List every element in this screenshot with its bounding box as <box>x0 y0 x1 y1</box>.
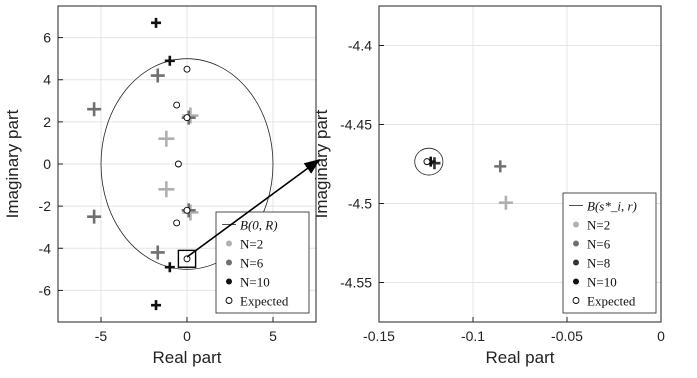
y-tick-label: 2 <box>43 114 51 130</box>
legend-marker-expected <box>225 297 233 304</box>
expected-point <box>173 101 181 109</box>
y-tick-label: -2 <box>39 198 52 214</box>
data-point-n10 <box>164 55 175 66</box>
data-point-n6 <box>87 102 102 117</box>
legend-marker-n10 <box>226 278 232 285</box>
y-tick-label: -6 <box>39 282 52 298</box>
y-tick-label: -4 <box>39 240 52 256</box>
expected-point <box>173 219 181 227</box>
x-tick-label: 0 <box>183 328 191 344</box>
plot-frame <box>378 5 662 323</box>
y-tick-label: 6 <box>43 30 51 46</box>
left-panel: -5 0 5 -6 -4 -2 0 2 4 6 Real part Imaginary part B(0… <box>3 5 317 367</box>
x-tick-label: -5 <box>95 328 108 344</box>
data-point-n10 <box>151 17 162 28</box>
legend-marker-expected <box>572 297 580 304</box>
legend-entry: Expected <box>587 294 636 309</box>
zoom-box <box>177 249 197 268</box>
ball-boundary <box>100 58 274 270</box>
x-tick-label: -0.1 <box>461 328 485 344</box>
zoom-arrow <box>186 159 321 258</box>
x-axis-label: Real part <box>486 348 555 367</box>
y-axis-label: Imaginary part <box>3 109 22 218</box>
data-point-n6 <box>150 245 165 260</box>
data-point-n6 <box>87 209 102 224</box>
legend-marker-n6 <box>226 259 232 266</box>
expected-point <box>183 65 191 73</box>
legend-box <box>562 192 657 314</box>
expected-point <box>183 255 191 263</box>
expected-point <box>183 206 191 214</box>
y-tick-label: -4.5 <box>348 196 372 212</box>
data-point-n6 <box>150 68 165 83</box>
x-tick-label: 5 <box>269 328 277 344</box>
x-tick-label: 0 <box>657 328 665 344</box>
legend-marker-n6 <box>573 240 579 247</box>
y-tick-label: 4 <box>43 72 51 88</box>
data-point-n6 <box>494 160 507 173</box>
ball-boundary <box>414 147 444 176</box>
legend: B(0, R) N=2 N=6 N=10 Expected <box>215 211 310 314</box>
legend-entry: N=10 <box>240 275 270 290</box>
data-point-n2 <box>498 195 513 210</box>
right-panel: -0.15 -0.1 -0.05 0 -4.55 -4.5 -4.45 -4.4 Real pa… <box>312 5 665 367</box>
legend-marker-n8 <box>573 259 579 266</box>
legend-entry: N=6 <box>240 256 264 271</box>
legend: B(s*_i, r) N=2 N=6 N=8 N=10 Expected <box>562 192 657 314</box>
legend-marker-n2 <box>226 240 232 247</box>
legend-entry: N=6 <box>587 237 611 252</box>
expected-point <box>174 160 182 168</box>
x-axis-label: Real part <box>153 348 222 367</box>
y-tick-label: 0 <box>43 156 51 172</box>
legend-entry: N=10 <box>587 275 617 290</box>
y-tick-label: -4.55 <box>340 275 372 291</box>
y-tick-label: -4.45 <box>340 117 372 133</box>
legend-marker-n2 <box>573 221 579 228</box>
legend-entry: N=8 <box>587 256 610 271</box>
legend-title: B(s*_i, r) <box>587 199 637 214</box>
expected-point <box>183 114 191 122</box>
data-point-n10 <box>164 262 175 273</box>
legend-marker-n10 <box>573 278 579 285</box>
legend-title: B(0, R) <box>240 218 278 233</box>
x-tick-label: -0.15 <box>363 328 395 344</box>
y-axis-label: Imaginary part <box>312 109 331 218</box>
legend-entry: Expected <box>240 294 289 309</box>
y-tick-label: -4.4 <box>348 38 372 54</box>
x-tick-label: -0.05 <box>551 328 583 344</box>
data-point-n10 <box>151 300 162 311</box>
legend-entry: N=2 <box>587 218 610 233</box>
data-point-n2 <box>158 130 175 147</box>
expected-point <box>423 158 431 166</box>
data-point-n2 <box>158 181 175 198</box>
legend-entry: N=2 <box>240 237 263 252</box>
